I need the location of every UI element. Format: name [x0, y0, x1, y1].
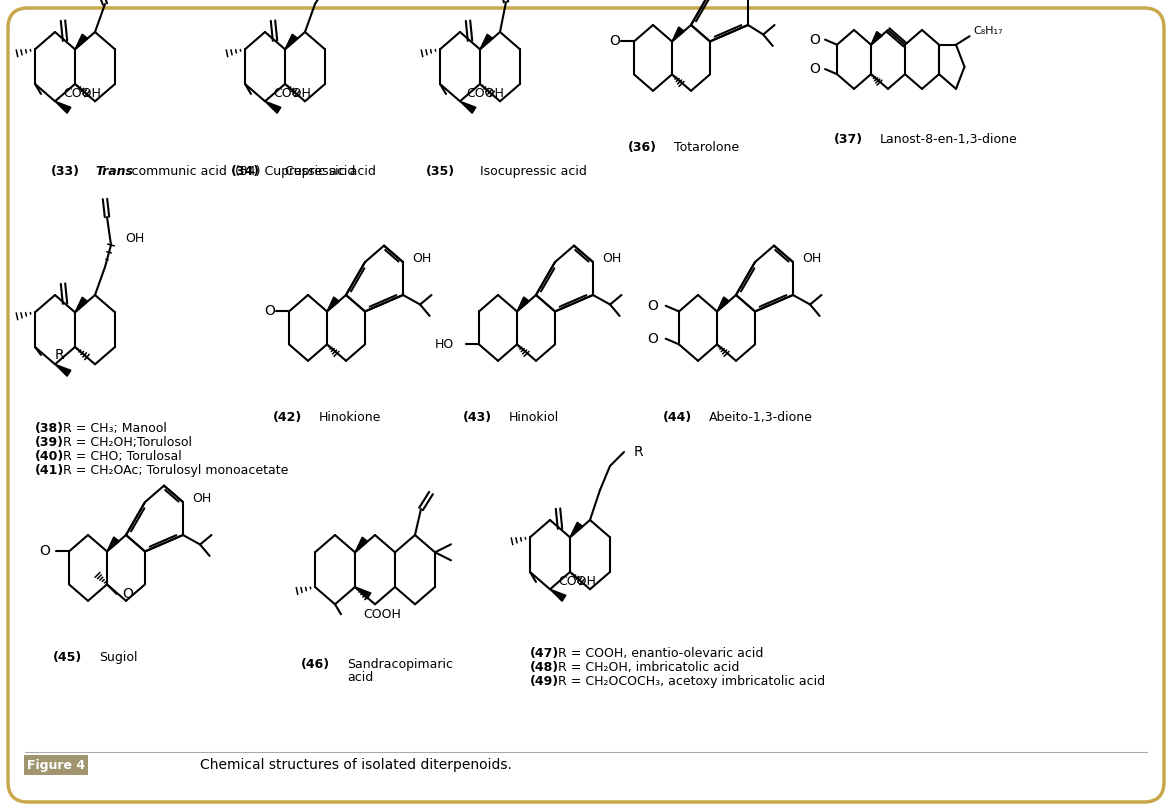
- Polygon shape: [550, 590, 566, 601]
- Polygon shape: [75, 34, 88, 49]
- Text: (49): (49): [530, 675, 559, 688]
- Text: (43): (43): [463, 411, 492, 424]
- Text: O: O: [647, 299, 657, 313]
- Polygon shape: [55, 364, 70, 376]
- Text: OH: OH: [125, 232, 144, 245]
- FancyBboxPatch shape: [23, 755, 88, 775]
- Text: (35): (35): [425, 164, 455, 177]
- Text: Sugiol: Sugiol: [98, 651, 137, 664]
- Text: COOH: COOH: [273, 87, 311, 100]
- Text: (44): (44): [662, 411, 691, 424]
- Polygon shape: [517, 297, 530, 312]
- Text: Abeito-1,3-dione: Abeito-1,3-dione: [709, 411, 813, 424]
- Text: R = CH₂OAc; Torulosyl monoacetate: R = CH₂OAc; Torulosyl monoacetate: [63, 464, 288, 477]
- Text: O: O: [39, 544, 49, 558]
- Text: (39): (39): [35, 436, 64, 449]
- Text: OH: OH: [522, 0, 541, 2]
- Polygon shape: [717, 297, 729, 312]
- Text: OH: OH: [192, 492, 212, 505]
- Text: (45): (45): [53, 651, 82, 664]
- Polygon shape: [672, 27, 684, 41]
- Text: COOH: COOH: [466, 87, 504, 100]
- Text: Hinokione: Hinokione: [319, 411, 381, 424]
- Polygon shape: [481, 34, 492, 49]
- Text: (38): (38): [35, 422, 64, 435]
- Text: R = CHO; Torulosal: R = CHO; Torulosal: [63, 450, 182, 463]
- Polygon shape: [75, 297, 88, 313]
- Text: Isocupressic acid: Isocupressic acid: [481, 164, 587, 177]
- Text: O: O: [810, 62, 820, 76]
- FancyBboxPatch shape: [8, 8, 1164, 802]
- Text: C₈H₁₇: C₈H₁₇: [973, 26, 1002, 36]
- Text: (36): (36): [627, 141, 656, 155]
- Text: HO: HO: [435, 338, 455, 351]
- Text: R: R: [55, 348, 64, 362]
- Text: R = CH₂OH, imbricatolic acid: R = CH₂OH, imbricatolic acid: [558, 661, 740, 674]
- Text: (41): (41): [35, 464, 64, 477]
- Polygon shape: [285, 34, 298, 49]
- Text: O: O: [609, 35, 620, 49]
- Text: R = COOH, enantio-olevaric acid: R = COOH, enantio-olevaric acid: [558, 646, 763, 660]
- Text: R = CH₂OH;Torulosol: R = CH₂OH;Torulosol: [63, 436, 192, 449]
- Text: OH: OH: [803, 252, 822, 265]
- Polygon shape: [871, 32, 883, 45]
- Polygon shape: [355, 587, 370, 599]
- Text: O: O: [810, 32, 820, 47]
- Text: (37): (37): [833, 134, 863, 147]
- Text: OH: OH: [602, 252, 622, 265]
- Text: (47): (47): [530, 646, 559, 660]
- Text: COOH: COOH: [558, 575, 595, 588]
- Text: Trans: Trans: [95, 164, 132, 177]
- Text: OH: OH: [413, 252, 431, 265]
- Text: -communic acid: -communic acid: [127, 164, 227, 177]
- Text: Figure 4: Figure 4: [27, 758, 86, 771]
- Text: R = CH₂OCOCH₃, acetoxy imbricatolic acid: R = CH₂OCOCH₃, acetoxy imbricatolic acid: [558, 675, 825, 688]
- Polygon shape: [55, 101, 70, 113]
- Polygon shape: [570, 522, 582, 537]
- Text: Totarolone: Totarolone: [674, 141, 738, 155]
- Text: O: O: [122, 587, 134, 601]
- Text: O: O: [265, 305, 275, 318]
- Text: (48): (48): [530, 661, 559, 674]
- Text: R: R: [634, 445, 643, 459]
- Text: R = CH₃; Manool: R = CH₃; Manool: [63, 422, 166, 435]
- Text: (46): (46): [301, 658, 331, 671]
- Text: (40): (40): [35, 450, 64, 463]
- Text: (33): (33): [52, 164, 80, 177]
- Polygon shape: [355, 537, 368, 552]
- Text: Lanost-8-en-1,3-dione: Lanost-8-en-1,3-dione: [880, 134, 1017, 147]
- Text: Chemical structures of isolated diterpenoids.: Chemical structures of isolated diterpen…: [200, 758, 512, 772]
- Polygon shape: [459, 101, 476, 113]
- Text: (34): (34): [231, 164, 260, 177]
- Text: Sandracopimaric: Sandracopimaric: [347, 658, 454, 671]
- Text: COOH: COOH: [63, 87, 101, 100]
- Text: COOH: COOH: [363, 608, 401, 620]
- Polygon shape: [265, 101, 281, 113]
- Text: acid: acid: [347, 671, 373, 684]
- Text: (34) Cupressic acid: (34) Cupressic acid: [234, 164, 355, 177]
- Text: Cupressic acid: Cupressic acid: [285, 164, 376, 177]
- Text: O: O: [647, 331, 657, 346]
- Polygon shape: [327, 297, 339, 312]
- Text: Hinokiol: Hinokiol: [509, 411, 559, 424]
- Text: (42): (42): [273, 411, 302, 424]
- Polygon shape: [107, 537, 120, 552]
